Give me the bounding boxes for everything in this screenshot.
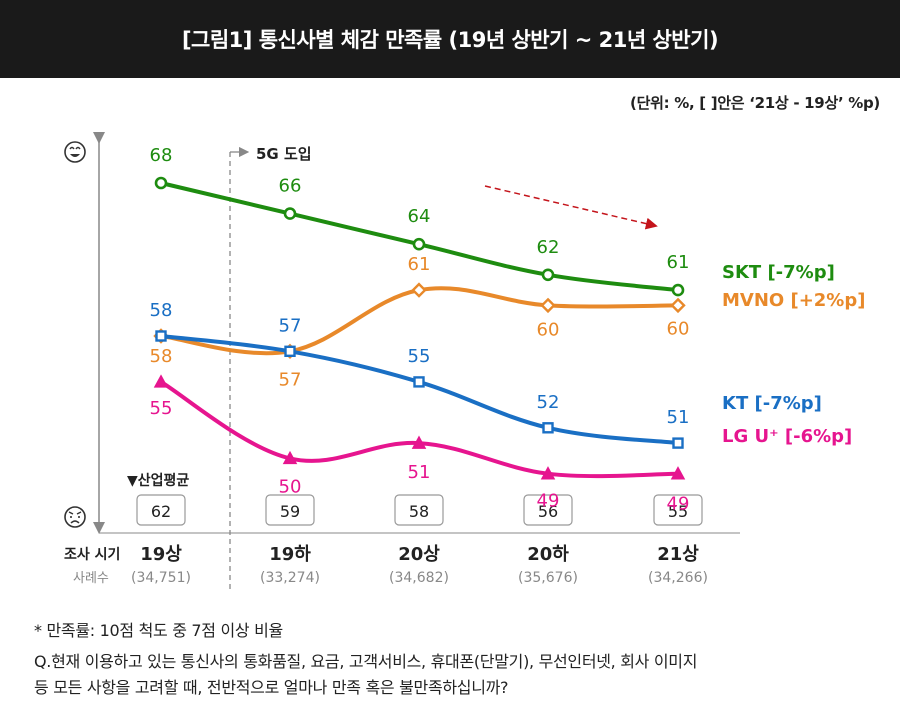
industry-average-value: 56 [538,502,558,521]
data-point [413,376,425,388]
data-point [155,330,167,342]
sample-size: (35,676) [518,570,578,586]
data-label: 57 [279,369,302,390]
data-point [670,297,686,314]
footnote-definition: * 만족률: 10점 척도 중 7점 이상 비율 [34,621,283,640]
sample-size: (34,266) [648,570,708,586]
data-point [542,422,554,434]
data-label: 58 [150,300,173,321]
data-label: 60 [537,319,560,340]
x-tick-label: 21상 [657,544,699,565]
data-label: 61 [408,254,431,275]
data-point [411,282,427,298]
data-point [671,283,685,297]
data-label: 49 [667,494,690,515]
legend-label: LG U⁺ [-6%p] [722,426,852,447]
trend-arrow [484,185,658,230]
footnote-question: Q.현재 이용하고 있는 통신사의 통화품질, 요금, 고객서비스, 휴대폰(단… [34,649,854,701]
data-label: 61 [667,252,690,273]
data-label: 60 [667,318,690,339]
data-label: 49 [537,491,560,512]
series-skt: 68 66 64 62 61 SKT [-7%p] [150,145,835,297]
data-point [154,176,168,190]
data-point [283,207,297,220]
industry-average-box [265,494,315,526]
happy-face-icon [64,141,86,163]
data-label: 51 [408,462,431,483]
data-label: 58 [150,346,173,367]
legend-label: SKT [-7%p] [722,262,835,283]
data-label: 64 [408,206,431,227]
survey-period-label: 조사 시기 [64,547,120,563]
footnote-question-line1: Q.현재 이용하고 있는 통신사의 통화품질, 요금, 고객서비스, 휴대폰(단… [34,652,698,671]
sample-size-label: 사례수 [73,571,109,586]
industry-average-box [653,494,703,526]
industry-average-value: 58 [409,502,429,521]
data-point [672,437,684,449]
data-point [540,297,556,314]
legend-label: MVNO [+2%p] [722,290,865,311]
legend-label: KT [-7%p] [722,393,822,414]
data-label: 52 [537,392,560,413]
unhappy-face-icon [64,506,86,528]
data-label: 66 [279,176,302,197]
sample-size: (33,274) [260,570,320,586]
x-tick-label: 19하 [269,544,311,565]
industry-average-value: 55 [668,502,688,521]
data-point [541,268,555,282]
sample-size: (34,751) [131,570,191,586]
data-label: 55 [150,398,173,419]
data-label: 62 [537,237,560,258]
5g-label: 5G 도입 [256,145,312,163]
data-point [670,466,686,480]
footnote-question-line2: 등 모든 사항을 고려할 때, 전반적으로 얼마나 만족 혹은 불만족하십니까? [34,678,509,697]
data-point [153,374,169,388]
data-point [411,435,427,449]
data-label: 50 [279,476,302,497]
industry-average-value: 62 [151,502,171,521]
data-label: 55 [408,346,431,367]
x-tick-label: 19상 [140,544,182,565]
chart-title: [그림1] 통신사별 체감 만족률 (19년 상반기 ~ 21년 상반기) [0,0,900,78]
industry-average-label: ▼산업평균 [127,472,189,489]
data-point [282,450,298,465]
industry-average-box [136,494,186,526]
line-chart: 5G 도입 ▼산업평균 조사 시기 사례수 62 59 58 56 55 6866646… [64,132,865,592]
data-point [540,466,556,480]
series-lgu: 55 50 51 49 49 LG U⁺ [-6%p] [150,374,852,515]
data-label: 68 [150,145,173,166]
data-label: 51 [667,407,690,428]
data-label: 57 [279,315,302,336]
x-tick-label: 20하 [527,544,569,565]
unit-note: (단위: %, [ ]안은 ‘21상 - 19상’ %p) [630,94,880,112]
sample-size: (34,682) [389,570,449,586]
industry-average-box [394,494,444,526]
data-point [412,237,426,251]
data-point [284,345,296,357]
industry-average-value: 59 [280,502,300,521]
series-kt: 58 57 55 52 51 KT [-7%p] [150,300,822,449]
industry-average-box [523,494,573,526]
x-tick-label: 20상 [398,544,440,565]
